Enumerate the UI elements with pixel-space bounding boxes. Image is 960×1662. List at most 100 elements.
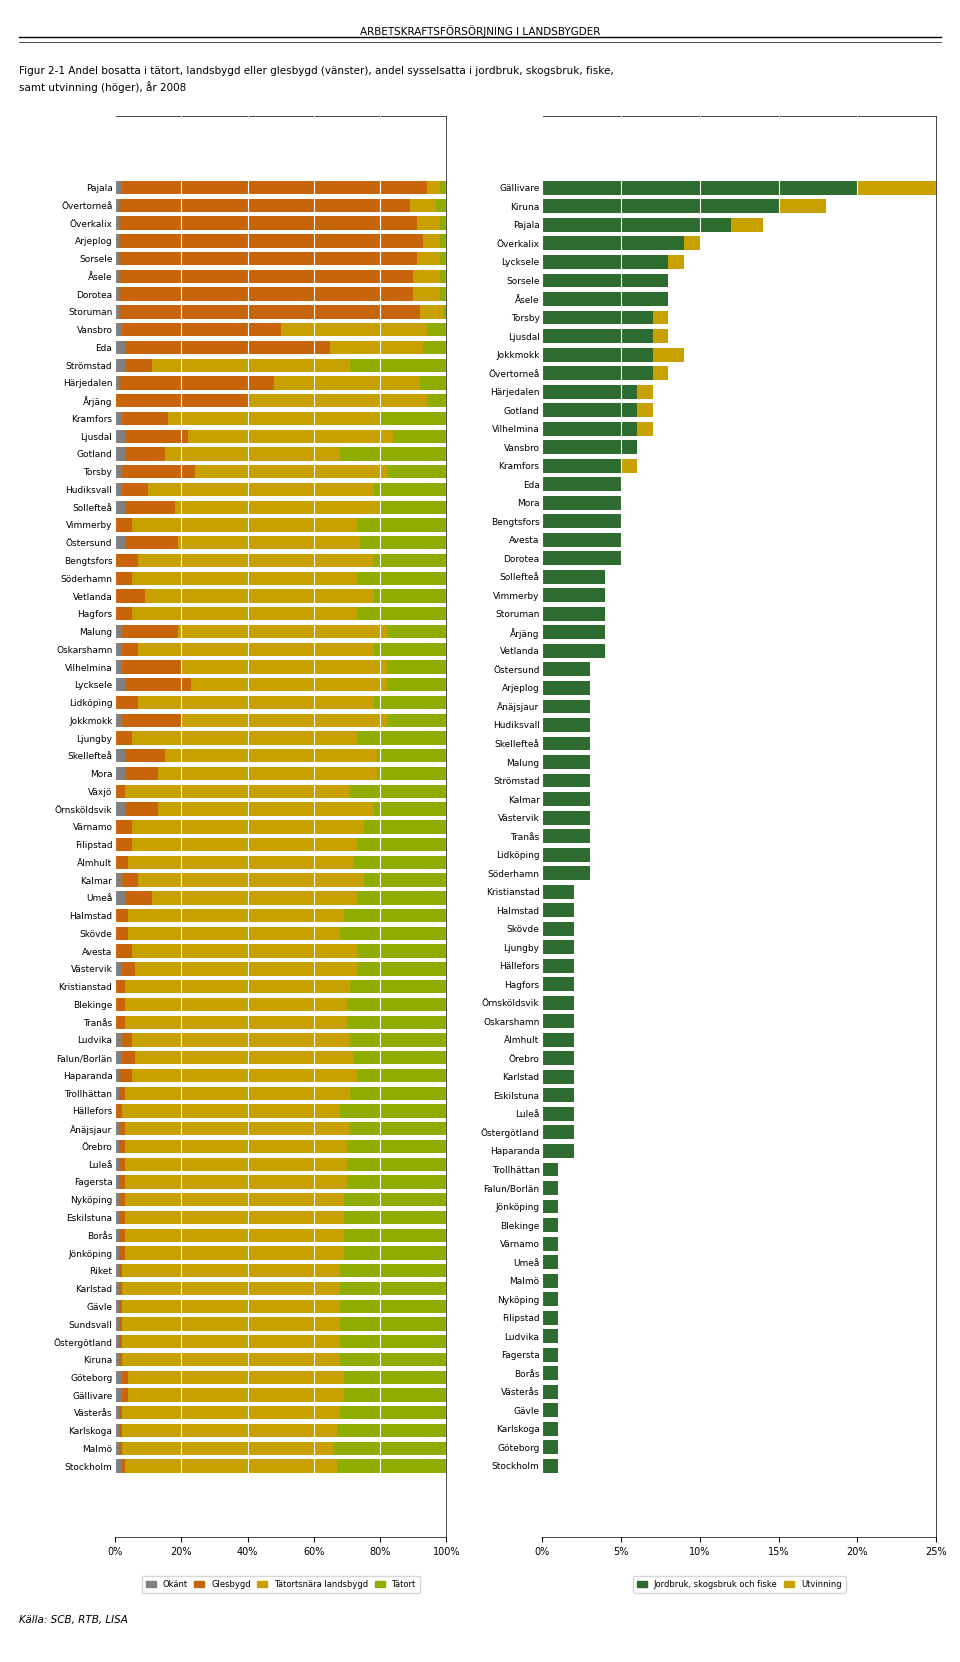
Bar [417, 253, 440, 266]
Bar [115, 1193, 118, 1207]
Bar [779, 199, 826, 213]
Bar [440, 234, 446, 248]
Bar [542, 1182, 558, 1195]
Bar [542, 1162, 558, 1177]
Bar [413, 288, 440, 301]
Bar [122, 1353, 341, 1366]
Bar [440, 269, 446, 283]
Bar [426, 394, 446, 407]
Bar [132, 944, 357, 957]
Bar [542, 1107, 574, 1120]
Bar [115, 731, 132, 745]
Bar [115, 1246, 118, 1260]
Bar [125, 1157, 347, 1172]
Bar [542, 1348, 558, 1361]
Bar [135, 962, 357, 976]
Bar [347, 1157, 446, 1172]
Bar [115, 1034, 122, 1047]
Bar [158, 766, 377, 779]
Bar [542, 922, 574, 936]
Bar [341, 1265, 446, 1278]
Bar [115, 874, 122, 888]
Bar [115, 1265, 118, 1278]
Bar [653, 311, 668, 324]
Bar [420, 376, 446, 389]
Bar [115, 1122, 118, 1135]
Legend: Okänt, Glesbygd, Tätortsnära landsbygd, Tätort: Okänt, Glesbygd, Tätortsnära landsbygd, … [142, 1576, 420, 1592]
Bar [542, 1291, 558, 1306]
Bar [437, 199, 446, 213]
Bar [542, 1014, 574, 1029]
Bar [122, 1300, 341, 1313]
Bar [125, 891, 152, 904]
Bar [377, 750, 446, 763]
Bar [115, 537, 125, 550]
Bar [118, 1300, 122, 1313]
Bar [280, 322, 426, 336]
Bar [347, 1175, 446, 1188]
Bar [125, 1175, 347, 1188]
Text: Källa: SCB, RTB, LISA: Källa: SCB, RTB, LISA [19, 1615, 128, 1625]
Bar [165, 750, 377, 763]
Bar [542, 829, 589, 843]
Bar [542, 1311, 558, 1325]
Bar [542, 884, 574, 899]
Bar [542, 199, 779, 213]
Bar [122, 1318, 341, 1331]
Bar [684, 236, 700, 251]
Bar [115, 359, 125, 372]
Bar [542, 1273, 558, 1288]
Bar [118, 1157, 125, 1172]
Bar [373, 803, 446, 816]
Text: Figur 2-1 Andel bosatta i tätort, landsbygd eller glesbygd (vänster), andel syss: Figur 2-1 Andel bosatta i tätort, landsb… [19, 66, 614, 76]
Bar [373, 553, 446, 567]
Bar [129, 1388, 344, 1401]
Bar [118, 1424, 122, 1438]
Bar [118, 1318, 122, 1331]
Bar [115, 482, 122, 497]
Bar [122, 1034, 132, 1047]
Bar [125, 429, 188, 442]
Bar [542, 1255, 558, 1270]
Bar [364, 874, 446, 888]
Bar [115, 1069, 118, 1082]
Bar [330, 341, 423, 354]
Bar [542, 1421, 558, 1436]
Bar [542, 422, 636, 435]
Bar [542, 643, 606, 658]
Text: samt utvinning (höger), år 2008: samt utvinning (höger), år 2008 [19, 81, 186, 93]
Bar [115, 1441, 118, 1454]
Bar [542, 440, 636, 454]
Bar [344, 1246, 446, 1260]
Bar [373, 590, 446, 603]
Bar [115, 678, 125, 691]
Bar [165, 447, 341, 460]
Bar [413, 269, 440, 283]
Bar [115, 819, 132, 834]
Bar [125, 1193, 344, 1207]
Bar [118, 1069, 132, 1082]
Bar [115, 1087, 118, 1100]
Bar [275, 376, 420, 389]
Bar [132, 519, 357, 532]
Bar [115, 1015, 125, 1029]
Bar [188, 429, 394, 442]
Bar [115, 253, 118, 266]
Bar [125, 1228, 344, 1242]
Bar [118, 376, 275, 389]
Bar [542, 773, 589, 788]
Bar [129, 927, 341, 941]
Bar [125, 1122, 350, 1135]
Bar [115, 288, 118, 301]
Bar [341, 1406, 446, 1419]
Bar [440, 288, 446, 301]
Bar [115, 1388, 122, 1401]
Bar [350, 1034, 446, 1047]
Bar [115, 1318, 118, 1331]
Bar [132, 731, 357, 745]
Bar [542, 625, 606, 640]
Bar [158, 803, 373, 816]
Bar [125, 766, 158, 779]
Bar [132, 572, 357, 585]
Bar [420, 306, 444, 319]
